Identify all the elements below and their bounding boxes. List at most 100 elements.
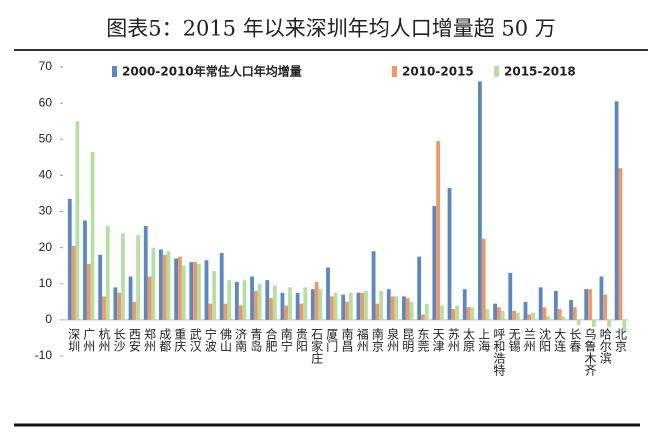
bar: [523, 301, 528, 320]
bar: [542, 307, 547, 320]
bar: [288, 287, 292, 320]
legend-label: 2015-2018: [504, 65, 576, 79]
bar: [242, 280, 247, 320]
bar: [257, 283, 262, 320]
x-tick-label: 沈阳: [537, 327, 551, 352]
bar: [379, 290, 384, 320]
x-tick-label: 佛山: [218, 328, 232, 352]
bar: [174, 258, 179, 320]
bar: [219, 253, 224, 320]
bar: [238, 305, 243, 320]
bar: [371, 251, 376, 320]
bar: [253, 290, 258, 320]
bar: [614, 101, 619, 320]
bar: [508, 272, 513, 320]
x-tick-label: 北京: [613, 328, 627, 353]
bar: [310, 289, 315, 320]
y-tick-label: 50: [39, 131, 53, 145]
bar: [208, 303, 213, 320]
bar: [151, 247, 156, 320]
bar: [386, 289, 391, 320]
x-tick-label: 石家庄: [310, 328, 324, 365]
bar: [546, 316, 551, 320]
chart-title: 图表5：2015 年以来深圳年均人口增量超 50 万: [106, 17, 556, 41]
bar: [599, 276, 604, 320]
bar: [143, 225, 148, 320]
bar: [227, 280, 232, 320]
bar: [356, 292, 361, 320]
bar: [462, 289, 467, 320]
bar: [197, 263, 201, 320]
bar: [98, 254, 103, 320]
bar: [223, 303, 228, 320]
bar: [102, 296, 106, 320]
bar: [531, 312, 535, 320]
bar: [417, 256, 422, 320]
bar: [481, 238, 486, 320]
x-tick-label: 西安: [127, 328, 141, 352]
x-tick-label: 合肥: [264, 327, 278, 352]
bar: [272, 285, 277, 320]
bar: [360, 292, 365, 320]
bar: [515, 312, 520, 320]
bar: [117, 292, 122, 320]
legend-swatch: [392, 66, 397, 77]
y-tick-label: 20: [39, 240, 53, 254]
legend-swatch: [112, 66, 117, 77]
x-tick-label: 长沙: [112, 328, 126, 352]
bar: [136, 234, 141, 320]
bar: [485, 309, 490, 320]
bar: [607, 319, 611, 328]
bar: [314, 281, 319, 320]
x-tick-label: 青岛: [249, 328, 263, 353]
x-tick-label: 深圳: [67, 328, 81, 352]
x-tick-label: 苏州: [446, 328, 460, 352]
x-tick-label: 贵阳: [294, 328, 308, 352]
bar: [466, 307, 471, 320]
bar: [478, 81, 482, 320]
x-tick-label: 太原: [462, 327, 476, 352]
x-tick-label: 成都: [158, 328, 172, 352]
bar: [451, 309, 456, 320]
bar: [147, 276, 152, 320]
bar: [424, 303, 429, 320]
x-tick-label: 无锡: [507, 328, 521, 353]
bar: [67, 198, 72, 320]
y-tick-label: 10: [39, 276, 53, 290]
legend-swatch: [494, 66, 499, 77]
x-tick-label: 郑州: [143, 327, 157, 352]
bar: [409, 301, 414, 320]
bar: [584, 289, 589, 320]
bar: [193, 262, 198, 320]
bar: [166, 251, 171, 320]
x-tick-label: 宁波: [203, 327, 217, 353]
bar: [493, 303, 497, 320]
bar: [390, 296, 395, 320]
bar: [394, 296, 399, 320]
bar: [269, 298, 273, 320]
bar: [500, 310, 505, 320]
x-tick-label: 广州: [82, 328, 96, 352]
bar: [189, 262, 194, 320]
y-tick-label: 40: [39, 168, 53, 182]
bar: [557, 309, 562, 320]
x-tick-label: 上海: [477, 328, 491, 352]
x-tick-label: 南昌: [340, 327, 354, 352]
x-tick-label: 南宁: [279, 327, 293, 352]
x-tick-label: 武汉: [188, 328, 202, 352]
bar: [234, 281, 239, 320]
bar: [561, 316, 566, 320]
bar: [83, 220, 87, 320]
x-tick-label: 昆明: [401, 328, 415, 353]
bar: [572, 307, 577, 320]
bar: [345, 301, 349, 320]
bar: [375, 303, 380, 320]
bar: [181, 265, 186, 320]
bar: [113, 287, 118, 320]
bar: [576, 319, 581, 326]
bar: [455, 305, 460, 320]
x-tick-label: 兰州: [522, 328, 536, 352]
bar: [132, 301, 137, 320]
legend-label: 2010-2015: [402, 65, 474, 79]
bar: [348, 292, 353, 320]
